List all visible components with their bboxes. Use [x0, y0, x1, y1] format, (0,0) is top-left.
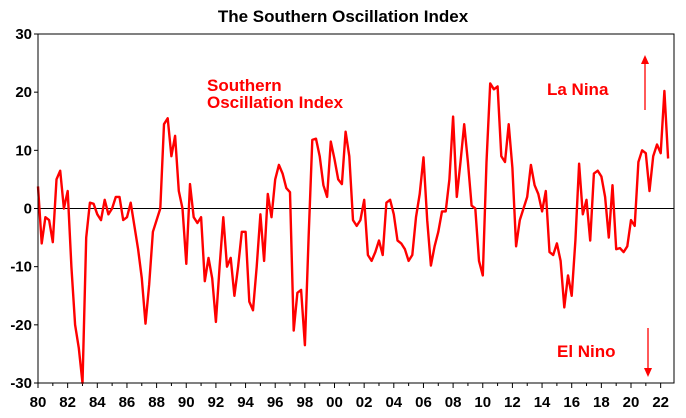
x-tick-label: 88 [148, 394, 165, 411]
x-tick-label: 96 [267, 394, 284, 411]
x-tick-label: 86 [119, 394, 136, 411]
series-label-line2: Oscillation Index [207, 93, 344, 112]
y-tick-label: -20 [10, 317, 32, 334]
x-tick-label: 12 [504, 394, 521, 411]
x-tick-label: 04 [385, 394, 402, 411]
x-tick-label: 22 [652, 394, 669, 411]
x-tick-label: 00 [326, 394, 343, 411]
series-label-line1: Southern [207, 76, 282, 95]
la-nina-label: La Nina [547, 80, 609, 99]
x-tick-label: 02 [356, 394, 373, 411]
x-tick-label: 82 [59, 394, 76, 411]
x-tick-label: 84 [89, 394, 106, 411]
el-nino-label: El Nino [557, 342, 616, 361]
x-tick-label: 16 [563, 394, 580, 411]
y-axis-ticks: -30 -20 -10 0 10 20 30 [10, 26, 38, 392]
y-tick-label: 10 [15, 142, 32, 159]
y-tick-label: 0 [24, 201, 32, 218]
x-tick-label: 20 [623, 394, 640, 411]
x-tick-label: 06 [415, 394, 432, 411]
y-tick-label: -10 [10, 259, 32, 276]
x-tick-label: 18 [593, 394, 610, 411]
up-arrow-icon [641, 55, 649, 110]
x-tick-label: 08 [445, 394, 462, 411]
soi-series-line [36, 82, 670, 385]
chart-title: The Southern Oscillation Index [218, 7, 469, 26]
y-tick-label: 20 [15, 84, 32, 101]
plot-frame [37, 33, 675, 384]
x-tick-label: 90 [178, 394, 195, 411]
y-tick-label: 30 [15, 26, 32, 43]
x-tick-label: 94 [237, 394, 254, 411]
x-tick-label: 10 [474, 394, 491, 411]
down-arrow-icon [644, 328, 652, 377]
x-tick-label: 98 [297, 394, 314, 411]
x-axis-ticks: 80 82 84 86 88 90 92 94 96 98 00 02 04 06 08 10 12 14 16 18… [30, 383, 669, 411]
x-tick-label: 80 [30, 394, 47, 411]
x-tick-label: 14 [534, 394, 551, 411]
x-tick-label: 92 [208, 394, 225, 411]
y-tick-label: -30 [10, 375, 32, 392]
